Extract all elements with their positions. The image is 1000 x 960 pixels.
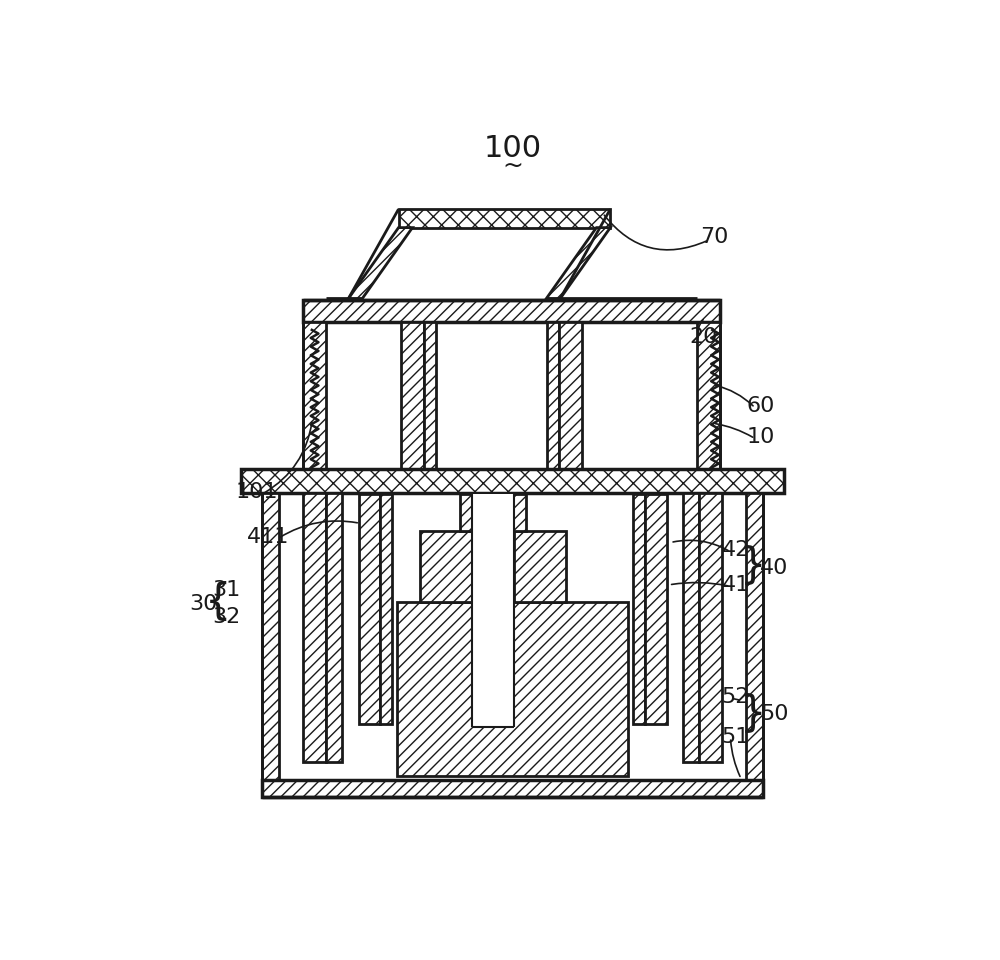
Bar (358, 494, 380, 724)
Text: 50: 50 (760, 705, 789, 724)
Text: }: } (739, 693, 766, 735)
Bar (262, 780, 763, 797)
Bar (424, 322, 436, 469)
Bar (633, 494, 645, 724)
Bar (514, 531, 566, 602)
Text: 51: 51 (722, 728, 750, 747)
Text: 100: 100 (483, 133, 542, 163)
Bar (746, 492, 763, 797)
Bar (683, 492, 699, 762)
Bar (303, 300, 720, 322)
Bar (303, 322, 326, 469)
Bar (476, 531, 511, 602)
Bar (645, 494, 666, 724)
Text: 32: 32 (212, 608, 240, 627)
Bar (326, 322, 697, 469)
Bar (460, 494, 477, 531)
Bar (326, 492, 342, 762)
Bar (279, 492, 746, 780)
Text: 31: 31 (212, 580, 240, 599)
Bar (559, 322, 582, 469)
Text: 41: 41 (722, 575, 750, 595)
Polygon shape (399, 209, 610, 228)
Text: {: { (205, 581, 232, 623)
Bar (262, 492, 279, 797)
Text: 60: 60 (746, 396, 775, 417)
Bar (392, 494, 633, 776)
Text: 30: 30 (189, 594, 217, 614)
Text: 101: 101 (236, 483, 278, 502)
Bar (699, 492, 722, 762)
Text: 52: 52 (722, 686, 750, 707)
Bar (509, 494, 526, 531)
Text: }: } (739, 545, 766, 588)
Polygon shape (348, 228, 412, 299)
Bar (362, 228, 546, 299)
Bar (380, 494, 392, 724)
Text: 70: 70 (700, 227, 728, 247)
Bar (397, 602, 628, 776)
Bar (547, 322, 559, 469)
Bar (472, 494, 514, 728)
Bar (697, 322, 720, 469)
Text: 40: 40 (760, 558, 788, 578)
Text: 10: 10 (746, 427, 775, 447)
Bar (401, 322, 424, 469)
Bar (303, 492, 326, 762)
Polygon shape (546, 228, 610, 299)
Text: 411: 411 (246, 527, 289, 547)
Bar (420, 531, 472, 602)
Text: 42: 42 (722, 540, 750, 561)
Text: 20: 20 (689, 327, 718, 347)
Text: ~: ~ (502, 154, 523, 178)
Bar (241, 469, 784, 492)
